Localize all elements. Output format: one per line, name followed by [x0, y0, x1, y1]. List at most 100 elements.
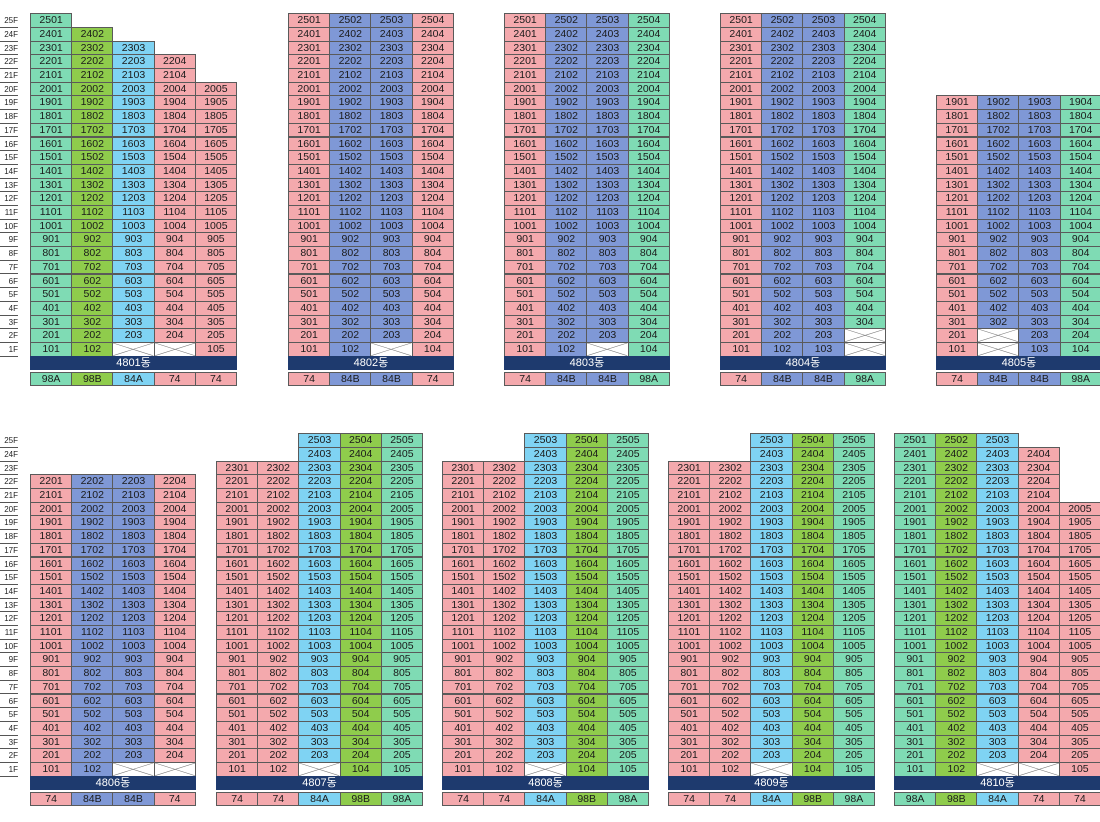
unit-cell: 2503: [976, 433, 1019, 448]
unit-cell: 1602: [71, 136, 114, 152]
unit-cell: 301: [720, 314, 763, 330]
unit-cell: 1005: [832, 638, 875, 654]
unit-cell: 2205: [832, 474, 875, 489]
unit-cell: 2504: [791, 433, 834, 448]
unit-cell: 1203: [802, 191, 845, 206]
unit-cell: 904: [153, 652, 196, 668]
unit-cell: 1001: [668, 638, 711, 654]
unit-cell: 904: [411, 232, 454, 248]
unit-cell: 1404: [791, 583, 834, 599]
unit-cell: 704: [411, 259, 454, 275]
unit-cell: 1004: [411, 218, 454, 234]
unit-cell: 201: [288, 328, 331, 343]
unit-cell: 2401: [720, 26, 763, 42]
unit-cell: 902: [257, 652, 300, 668]
unit-cell: 1204: [843, 191, 886, 206]
floor-label: 5F: [0, 288, 18, 302]
unit-cell: 1903: [586, 95, 629, 111]
unit-cell: 1703: [750, 542, 793, 558]
unit-cell: 502: [329, 287, 372, 302]
unit-cell: 102: [257, 762, 300, 777]
unit-cell: 2403: [802, 26, 845, 42]
unit-cell: 1301: [216, 597, 259, 613]
unit-cell: 1702: [709, 542, 752, 558]
unit-cell: 1302: [257, 597, 300, 613]
unit-cell: 601: [936, 273, 979, 289]
unit-cell: 1105: [832, 625, 875, 640]
unit-cell: 2304: [565, 460, 608, 476]
unit-cell: 604: [1017, 693, 1060, 709]
unit-cell: 1501: [668, 570, 711, 585]
unit-cell: 1503: [524, 570, 567, 585]
unit-cell: 2404: [565, 446, 608, 462]
floor-label: 17F: [0, 544, 18, 558]
unit-cell: 202: [71, 328, 114, 343]
unit-cell: 1102: [545, 205, 588, 220]
unit-cell: 502: [71, 707, 114, 722]
unit-cell: 1604: [411, 136, 454, 152]
unit-cell: 703: [370, 259, 413, 275]
unit-cell: 1004: [153, 638, 196, 654]
unit-cell: 1704: [565, 542, 608, 558]
unit-cell: 1204: [627, 191, 670, 206]
unit-type-label: 98A: [606, 792, 649, 806]
unit-cell: 2002: [935, 501, 978, 517]
unit-cell: 1602: [329, 136, 372, 152]
unit-cell: 303: [802, 314, 845, 330]
unit-cell: 705: [832, 679, 875, 695]
unit-cell: 1104: [791, 625, 834, 640]
unit-cell: 2403: [524, 446, 567, 462]
unit-cell: 1803: [370, 109, 413, 124]
unit-cell: 201: [894, 748, 937, 763]
unit-cell: 2302: [483, 460, 526, 476]
unit-cell: 1505: [194, 150, 237, 165]
unit-cell: 504: [627, 287, 670, 302]
unit-cell: 705: [194, 259, 237, 275]
unit-cell: 1801: [288, 109, 331, 124]
unit-cell: 1605: [1058, 556, 1100, 572]
unit-cell: 2001: [668, 501, 711, 517]
floor-label: 11F: [0, 626, 18, 640]
unit-cell: 2204: [1017, 474, 1060, 489]
unit-cell: 1103: [1018, 205, 1061, 220]
unit-cell: 2501: [288, 13, 331, 28]
unit-cell: 2302: [257, 460, 300, 476]
unit-cell: 1603: [802, 136, 845, 152]
unit-cell: 1904: [565, 515, 608, 531]
unit-cell: 1703: [524, 542, 567, 558]
unit-cell: 705: [1058, 679, 1100, 695]
unit-cell: 1404: [565, 583, 608, 599]
unit-cell: 2103: [112, 68, 155, 83]
unit-cell: 804: [627, 246, 670, 261]
unit-cell: 1604: [153, 136, 196, 152]
unit-cell: 905: [606, 652, 649, 668]
unit-cell: 504: [791, 707, 834, 722]
unit-cell: 1304: [153, 597, 196, 613]
unit-cell: 1901: [668, 515, 711, 531]
unit-cell: 1701: [936, 122, 979, 138]
unit-cell: 2004: [843, 81, 886, 97]
unit-cell: 1704: [339, 542, 382, 558]
unit-type-label: 98A: [1059, 372, 1100, 386]
unit-cell: 1603: [586, 136, 629, 152]
unit-cell: 2503: [802, 13, 845, 28]
unit-cell: 302: [257, 734, 300, 750]
unit-cell: 2103: [586, 68, 629, 83]
unit-cell: 503: [112, 707, 155, 722]
floor-label: 8F: [0, 667, 18, 681]
unit-cell: 901: [720, 232, 763, 248]
building-name-label: 4805동: [936, 356, 1100, 370]
unit-cell: 304: [153, 734, 196, 750]
unit-cell: 2301: [720, 40, 763, 56]
unit-cell: 2503: [586, 13, 629, 28]
unit-cell: 1502: [329, 150, 372, 165]
unit-cell: 1303: [750, 597, 793, 613]
unit-cell: 603: [586, 273, 629, 289]
unit-cell: 1404: [1017, 583, 1060, 599]
unit-cell: 2001: [720, 81, 763, 97]
unit-cell: 1705: [606, 542, 649, 558]
unit-cell: 402: [709, 720, 752, 736]
unit-cell: 1303: [586, 177, 629, 193]
unit-cell: 802: [257, 666, 300, 681]
unit-cell: 703: [112, 259, 155, 275]
